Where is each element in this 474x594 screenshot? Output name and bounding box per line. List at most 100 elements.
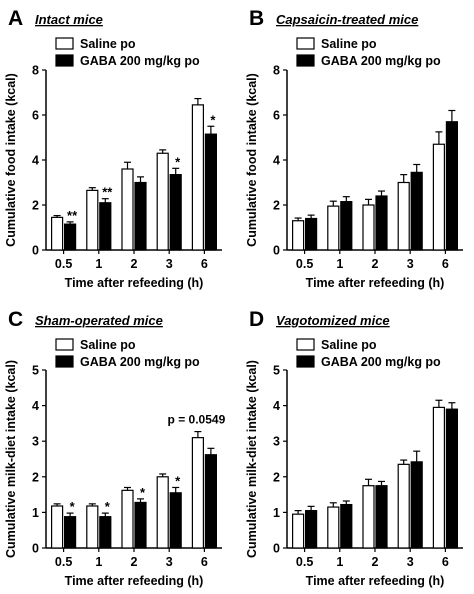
y-tick-label: 2 (32, 199, 39, 213)
significance-marker: ** (67, 208, 78, 223)
x-tick-label: 2 (372, 257, 379, 271)
bar (156, 476, 169, 549)
y-tick-label: 3 (273, 435, 280, 449)
y-tick-label: 8 (32, 64, 39, 78)
legend-label: Saline po (80, 338, 136, 352)
y-tick-label: 1 (32, 506, 39, 520)
y-tick-label: 2 (273, 199, 280, 213)
legend-swatch (55, 37, 74, 50)
chart-panel-b: B Capsaicin-treated mice Saline po GABA 200… (245, 7, 463, 290)
panel-title: Sham-operated mice (35, 313, 163, 328)
bar (86, 189, 99, 251)
legend-label: Saline po (321, 338, 377, 352)
legend-swatch (55, 54, 74, 67)
panel-title: Vagotomized mice (276, 313, 390, 328)
significance-marker: * (175, 473, 181, 488)
x-tick-label: 2 (131, 257, 138, 271)
bar (99, 516, 112, 549)
bar (63, 223, 77, 251)
y-tick-label: 2 (273, 470, 280, 484)
bar (375, 195, 388, 251)
bar (204, 454, 217, 549)
y-tick-label: 4 (273, 154, 280, 168)
bar (340, 201, 353, 251)
y-tick-label: 3 (32, 435, 39, 449)
y-axis-label: Cumulative food intake (kcal) (4, 73, 18, 247)
x-tick-label: 1 (95, 257, 102, 271)
x-tick-label: 2 (372, 555, 379, 569)
legend-label: GABA 200 mg/kg po (321, 54, 441, 68)
panel-letter: C (8, 308, 23, 331)
y-tick-label: 4 (273, 399, 280, 413)
x-tick-label: 1 (95, 555, 102, 569)
bar (191, 437, 204, 549)
y-tick-label: 6 (32, 109, 39, 123)
legend-label: GABA 200 mg/kg po (80, 355, 200, 369)
x-tick-label: 2 (131, 555, 138, 569)
bar (86, 505, 99, 549)
x-tick-label: 0.5 (296, 257, 313, 271)
bar (410, 171, 423, 251)
bar (445, 121, 458, 251)
x-tick-label: 3 (407, 257, 414, 271)
bar (362, 485, 375, 549)
panel-title: Capsaicin-treated mice (276, 12, 418, 27)
panel-title: Intact mice (35, 12, 103, 27)
bar (340, 503, 353, 549)
bar (292, 513, 305, 549)
bar (362, 204, 375, 251)
y-tick-label: 5 (273, 364, 280, 378)
bar (63, 516, 77, 549)
x-axis-label: Time after refeeding (h) (306, 276, 445, 290)
y-tick-label: 0 (32, 542, 39, 556)
bar (292, 220, 305, 251)
legend-label: Saline po (321, 37, 377, 51)
y-tick-label: 8 (273, 64, 280, 78)
significance-marker: * (210, 112, 216, 127)
bar (432, 143, 445, 251)
significance-marker: * (70, 499, 76, 514)
bar (121, 489, 134, 549)
y-tick-label: 0 (273, 244, 280, 258)
chart-panel-d: D Vagotomized mice Saline po GABA 200 mg/kg… (245, 308, 463, 588)
bar (50, 216, 64, 251)
bar (134, 181, 147, 251)
x-tick-label: 1 (336, 555, 343, 569)
y-tick-label: 0 (32, 244, 39, 258)
panel-letter: D (249, 308, 264, 331)
chart-panel-a: A Intact mice Saline po GABA 200 mg/kg po 0 2… (4, 7, 222, 290)
legend-swatch (296, 355, 315, 368)
x-tick-label: 3 (166, 555, 173, 569)
x-tick-label: 3 (407, 555, 414, 569)
bar (169, 174, 182, 251)
bar (445, 408, 458, 549)
x-axis-label: Time after refeeding (h) (65, 276, 204, 290)
significance-marker: * (140, 485, 146, 500)
bar (134, 501, 147, 549)
legend-swatch (55, 338, 74, 351)
y-axis-label: Cumulative milk-diet intake (kcal) (4, 360, 18, 558)
x-axis-label: Time after refeeding (h) (306, 574, 445, 588)
legend-swatch (296, 54, 315, 67)
significance-marker: * (175, 154, 181, 169)
legend-swatch (296, 37, 315, 50)
bar (432, 406, 445, 549)
y-tick-label: 1 (273, 506, 280, 520)
y-tick-label: 4 (32, 154, 39, 168)
y-axis-label: Cumulative food intake (kcal) (245, 73, 259, 247)
panel-letter: A (8, 7, 23, 30)
bar (397, 181, 410, 251)
legend-label: Saline po (80, 37, 136, 51)
significance-marker: ** (102, 185, 113, 200)
bar (156, 152, 169, 251)
legend-label: GABA 200 mg/kg po (321, 355, 441, 369)
bar (410, 461, 423, 549)
y-tick-label: 5 (32, 364, 39, 378)
y-axis-label: Cumulative milk-diet intake (kcal) (245, 360, 259, 558)
bar (191, 104, 204, 251)
legend-swatch (296, 338, 315, 351)
x-tick-label: 6 (201, 555, 208, 569)
p-value-annotation: p = 0.0549 (168, 413, 226, 427)
y-tick-label: 4 (32, 399, 39, 413)
